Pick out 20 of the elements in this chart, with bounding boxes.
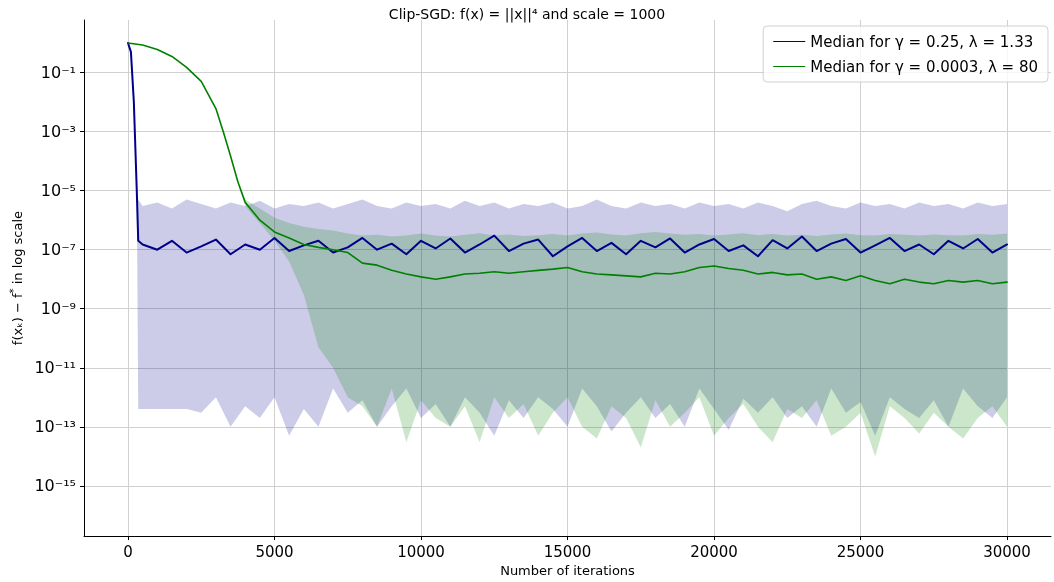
x-axis-title: Number of iterations: [500, 563, 636, 578]
y-tick-label: 10⁻¹¹: [34, 358, 77, 378]
x-tick-label: 30000: [983, 542, 1031, 561]
y-tick-label: 10⁻¹⁵: [34, 476, 77, 496]
x-tick-label: 25000: [836, 542, 885, 561]
x-tick-label: 0: [123, 542, 133, 561]
y-tick-label: 10⁻¹: [40, 63, 77, 83]
legend-label: Median for γ = 0.0003, λ = 80: [810, 57, 1039, 76]
x-tick-label: 10000: [397, 542, 445, 561]
x-tick-label: 5000: [255, 542, 294, 561]
y-axis-title: f(xₖ) − f* in log scale: [7, 210, 25, 346]
x-tick-label: 20000: [690, 542, 738, 561]
y-tick-label: 10⁻¹³: [34, 417, 77, 437]
y-tick-label: 10⁻⁷: [40, 240, 77, 260]
y-tick-label: 10⁻⁹: [40, 299, 77, 319]
x-tick-label: 15000: [543, 542, 592, 561]
y-tick-label: 10⁻⁵: [40, 181, 77, 201]
legend-label: Median for γ = 0.25, λ = 1.33: [810, 32, 1034, 51]
chart-title: Clip-SGD: f(x) = ||x||⁴ and scale = 1000: [388, 6, 666, 23]
y-tick-label: 10⁻³: [40, 122, 77, 142]
